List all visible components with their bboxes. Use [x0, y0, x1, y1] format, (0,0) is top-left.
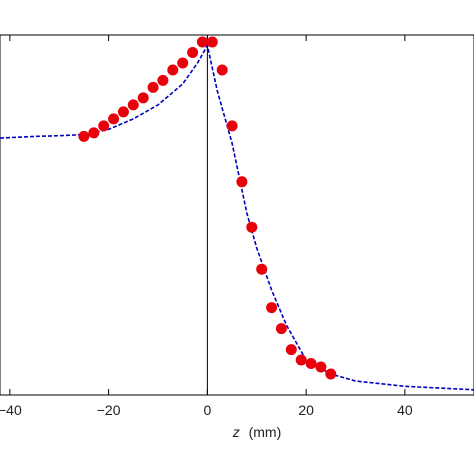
x-tick-label: 20: [298, 402, 314, 418]
data-point: [177, 57, 189, 69]
x-axis-label: z (mm): [232, 424, 282, 440]
data-points: [78, 36, 337, 380]
data-point: [305, 358, 317, 369]
data-point: [127, 99, 139, 111]
plot-frame: [0, 34, 474, 396]
x-tick-label: 0: [203, 402, 211, 418]
data-point: [285, 344, 297, 356]
data-point: [325, 368, 337, 380]
x-ticks: −40 −20 0 20 40: [0, 35, 413, 418]
data-point: [137, 92, 149, 104]
data-point: [98, 120, 110, 132]
x-tick-label: 40: [397, 402, 413, 418]
model-dashed-curve: [0, 43, 474, 391]
data-point: [206, 36, 218, 48]
data-point: [117, 106, 129, 118]
x-axis-unit: (mm): [249, 424, 282, 440]
data-point: [246, 221, 258, 233]
data-point: [226, 120, 238, 132]
x-tick-label: −20: [97, 402, 121, 418]
data-point: [167, 64, 179, 76]
data-point: [236, 176, 248, 188]
data-point: [295, 354, 307, 366]
x-axis-variable: z: [232, 424, 240, 440]
data-point: [108, 113, 120, 125]
data-point: [147, 81, 159, 93]
data-point: [78, 130, 90, 142]
data-point: [315, 361, 327, 373]
data-point: [157, 74, 169, 86]
data-point: [88, 127, 100, 139]
data-point: [266, 302, 278, 314]
data-point: [187, 47, 199, 58]
data-point: [196, 36, 208, 48]
x-tick-label: −40: [0, 402, 22, 418]
data-point: [216, 64, 228, 76]
data-point: [256, 263, 268, 275]
data-point: [275, 323, 287, 335]
